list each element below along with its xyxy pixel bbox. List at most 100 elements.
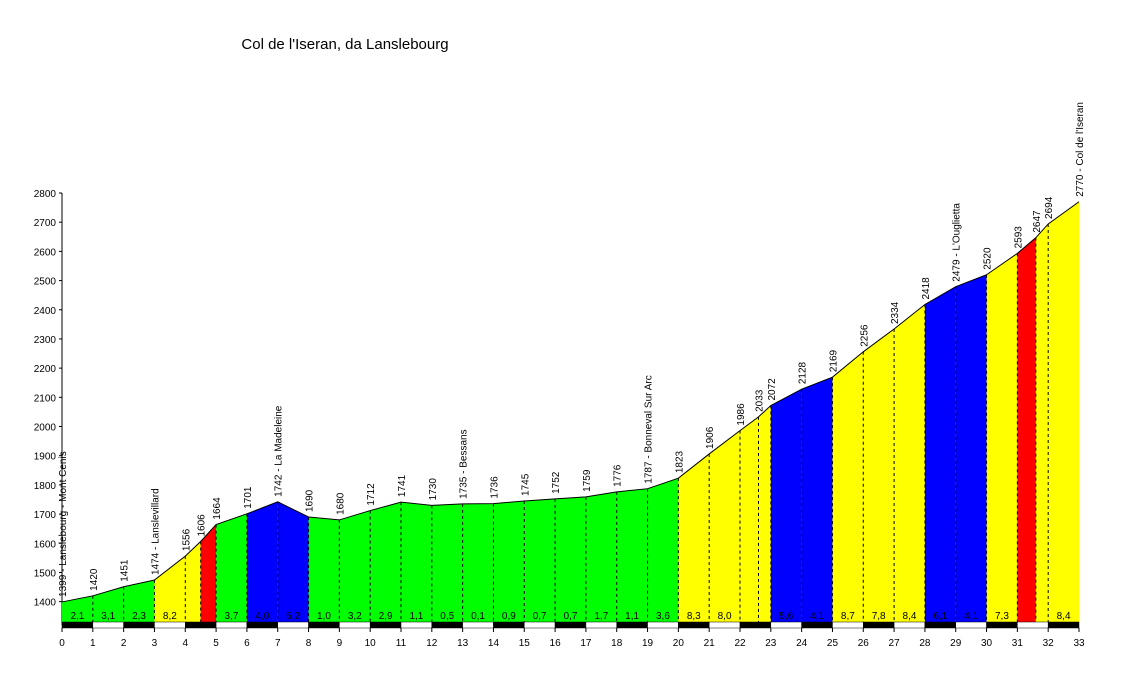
x-band [462, 621, 494, 629]
point-label: 1399 - Lanslebourg - Mont Cenis [58, 451, 69, 597]
x-band [369, 621, 402, 629]
y-tick-label: 1800 [34, 481, 57, 492]
grade-label: 4,1 [810, 611, 824, 622]
point-label: 1986 [736, 403, 747, 426]
segment-fill [401, 502, 432, 625]
grade-label: 1,1 [409, 611, 423, 622]
x-tick-label: 23 [765, 638, 777, 649]
grade-label: 8,2 [163, 611, 177, 622]
segment-fill [585, 491, 617, 625]
y-tick-label: 2400 [34, 306, 57, 317]
point-label: 1730 [428, 478, 439, 501]
grade-label: 0,1 [471, 611, 485, 622]
grade-label: 1,7 [594, 611, 608, 622]
x-tick-label: 3 [152, 638, 158, 649]
point-label: 2169 [828, 349, 839, 372]
point-label: 2418 [921, 277, 932, 300]
x-tick-label: 13 [457, 638, 469, 649]
point-label: 1735 - Bessans [459, 429, 470, 499]
x-band [955, 621, 987, 629]
x-tick-label: 20 [673, 638, 685, 649]
point-label: 1664 [212, 497, 223, 520]
grade-label: 3,2 [348, 611, 362, 622]
x-tick-label: 19 [642, 638, 654, 649]
point-label: 2033 [754, 389, 765, 412]
segment-fill [92, 586, 124, 625]
point-label: 1787 - Bonneval Sur Arc [644, 375, 655, 483]
grade-label: 2,1 [70, 611, 84, 622]
x-tick-label: 33 [1073, 638, 1085, 649]
point-label: 1752 [551, 471, 562, 494]
grade-label: 5,2 [286, 611, 300, 622]
grade-label: 3,1 [101, 611, 115, 622]
x-tick-label: 27 [889, 638, 901, 649]
segment-fill [616, 488, 648, 625]
grade-label: 8,7 [841, 611, 855, 622]
x-band [61, 621, 94, 629]
x-tick-label: 1 [90, 638, 96, 649]
grade-label: 1,0 [317, 611, 331, 622]
point-label: 1776 [613, 464, 624, 487]
profile-line [61, 201, 1080, 603]
x-tick-label: 29 [950, 638, 962, 649]
point-label: 2334 [890, 301, 901, 324]
x-band [1017, 621, 1049, 629]
grade-label: 0,9 [502, 611, 516, 622]
segment-fill [924, 286, 956, 625]
y-tick-label: 2300 [34, 335, 57, 346]
x-band [308, 621, 340, 629]
segment-fill [62, 595, 93, 625]
x-tick-label: 21 [704, 638, 716, 649]
segment-fill [246, 501, 278, 625]
x-tick-label: 32 [1043, 638, 1055, 649]
y-tick-label: 1700 [34, 510, 57, 521]
x-tick-label: 16 [550, 638, 562, 649]
x-band [647, 621, 679, 629]
point-label: 1690 [305, 489, 316, 512]
grade-label: 8,3 [687, 611, 701, 622]
point-label: 1606 [197, 514, 208, 537]
y-tick-label: 2500 [34, 277, 57, 288]
x-band [801, 621, 833, 629]
point-label: 1451 [120, 559, 131, 582]
x-tick-label: 26 [858, 638, 870, 649]
segment-fill [832, 351, 864, 625]
point-label: 1712 [366, 483, 377, 506]
segment-fill [123, 580, 155, 625]
grade-label: 4,0 [255, 611, 269, 622]
segment-fill [678, 453, 710, 625]
x-band [431, 621, 463, 629]
x-tick-label: 9 [337, 638, 343, 649]
x-band [986, 621, 1018, 629]
point-label: 1680 [335, 492, 346, 515]
grade-label: 0,7 [533, 611, 547, 622]
point-label: 2647 [1032, 210, 1043, 233]
segment-fill [277, 501, 309, 625]
grade-label: 7,3 [995, 611, 1009, 622]
point-label: 1745 [520, 473, 531, 496]
x-tick-label: 11 [396, 638, 407, 649]
x-band [215, 621, 248, 629]
x-band [185, 621, 217, 629]
grade-label: 0,5 [440, 611, 454, 622]
grade-label: 3,7 [225, 611, 239, 622]
x-tick-label: 4 [182, 638, 188, 649]
segment-fill [955, 274, 987, 625]
x-band [832, 621, 864, 629]
x-band [339, 621, 371, 629]
y-tick-label: 2200 [34, 364, 57, 375]
point-label: 1556 [181, 528, 192, 551]
x-band [277, 621, 309, 629]
y-tick-label: 1500 [34, 568, 57, 579]
x-band [770, 621, 802, 629]
segment-fill [709, 430, 740, 625]
x-band [154, 621, 186, 629]
point-label: 1742 - La Madeleine [274, 405, 285, 497]
x-tick-label: 2 [121, 638, 127, 649]
segment-fill [308, 517, 340, 625]
point-label: 1701 [243, 486, 254, 509]
x-band [678, 621, 710, 629]
x-tick-label: 7 [275, 638, 281, 649]
point-label: 1741 [397, 474, 408, 497]
